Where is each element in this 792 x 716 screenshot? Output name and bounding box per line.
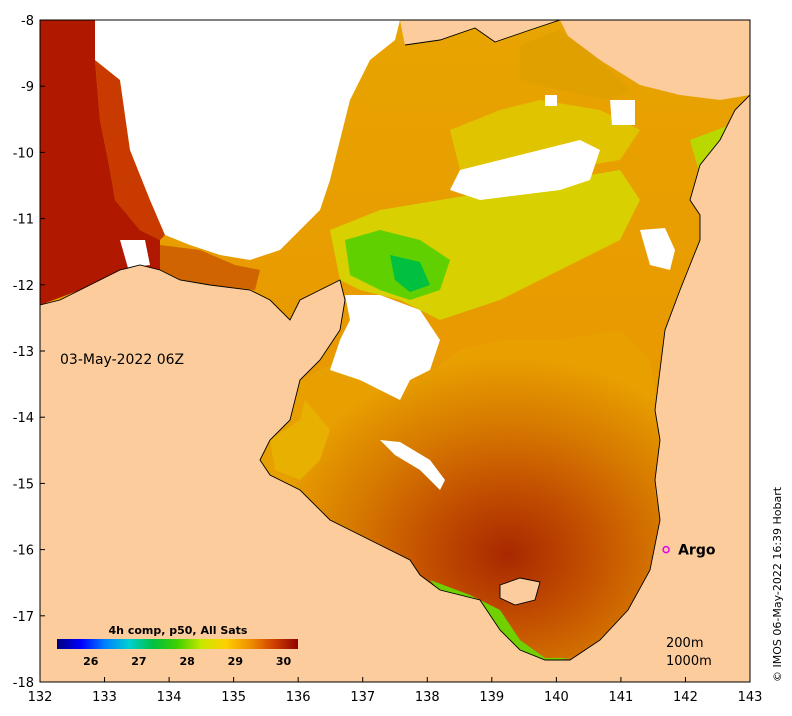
x-tick-label: 132 xyxy=(28,690,53,705)
sea-green-patch-2 xyxy=(390,255,430,292)
x-tick-label: 138 xyxy=(415,690,440,705)
x-tick-label: 139 xyxy=(479,690,504,705)
colorbar-tick-label: 30 xyxy=(276,655,292,668)
colorbar-tick-label: 29 xyxy=(228,655,243,668)
gulf-green-rim xyxy=(430,580,570,662)
land-arnhem xyxy=(40,265,570,682)
cloud-north-center xyxy=(450,140,600,200)
x-tick-label: 133 xyxy=(92,690,117,705)
y-tick-label: -15 xyxy=(13,477,34,492)
sea-south-coast xyxy=(160,245,260,290)
x-tick-label: 142 xyxy=(673,690,698,705)
argo-label: Argo xyxy=(678,543,716,559)
colorbar-tick-label: 27 xyxy=(131,655,146,668)
x-axis: 132 133 134 135 136 137 138 139 140 141 142 143 xyxy=(28,677,763,705)
x-tick-label: 137 xyxy=(350,690,375,705)
y-tick-label: -8 xyxy=(21,14,34,29)
colorbar xyxy=(57,639,298,649)
y-tick-label: -10 xyxy=(13,146,34,161)
y-tick-label: -11 xyxy=(13,213,34,228)
coastline-groote xyxy=(499,577,541,606)
x-tick-label: 136 xyxy=(286,690,311,705)
y-axis: -8 -9 -10 -11 -12 -13 -14 -15 -16 -17 -18 xyxy=(13,14,45,691)
cloud-large-north xyxy=(95,20,400,260)
land-northeast-overlay xyxy=(520,30,630,100)
y-tick-label: -18 xyxy=(13,676,34,691)
colorbar-tick-label: 26 xyxy=(83,655,99,668)
coastline-islands xyxy=(404,20,561,46)
contour-label-1000m: 1000m xyxy=(666,654,712,669)
colorbar-title: 4h comp, p50, All Sats xyxy=(109,624,248,637)
x-tick-label: 143 xyxy=(738,690,763,705)
x-tick-label: 134 xyxy=(157,690,182,705)
cloud-gulf-streak xyxy=(380,440,445,490)
gulf-region xyxy=(260,330,660,660)
cloud-small-west xyxy=(120,240,150,268)
credit-text: © IMOS 06-May-2022 16:39 Hobart xyxy=(771,486,784,682)
land-groote-island xyxy=(500,578,540,605)
land-northern-islands xyxy=(400,20,560,45)
land-cape-york xyxy=(560,95,750,682)
y-tick-label: -16 xyxy=(13,544,34,559)
cloud-small-1 xyxy=(545,95,557,106)
argo-float-marker xyxy=(662,545,670,554)
x-tick-label: 141 xyxy=(608,690,633,705)
coastline-arnhem xyxy=(40,94,750,661)
gulf-west-yellow xyxy=(270,400,330,480)
colorbar-ticks: 26 27 28 29 30 xyxy=(83,655,291,668)
land-east-ne xyxy=(560,20,750,100)
x-tick-label: 135 xyxy=(221,690,246,705)
colorbar-tick-label: 28 xyxy=(179,655,194,668)
y-tick-label: -13 xyxy=(13,345,34,360)
y-tick-label: -9 xyxy=(21,80,34,95)
y-tick-label: -12 xyxy=(13,279,34,294)
date-label: 03-May-2022 06Z xyxy=(60,352,184,368)
x-tick-label: 140 xyxy=(544,690,569,705)
cloud-east xyxy=(640,228,675,270)
y-tick-label: -17 xyxy=(13,610,34,625)
cloud-central xyxy=(330,295,440,400)
y-tick-label: -14 xyxy=(13,411,34,426)
sea-west-hot xyxy=(40,20,160,305)
contour-label-200m: 200m xyxy=(666,636,703,651)
cloud-north-strip xyxy=(610,100,635,125)
